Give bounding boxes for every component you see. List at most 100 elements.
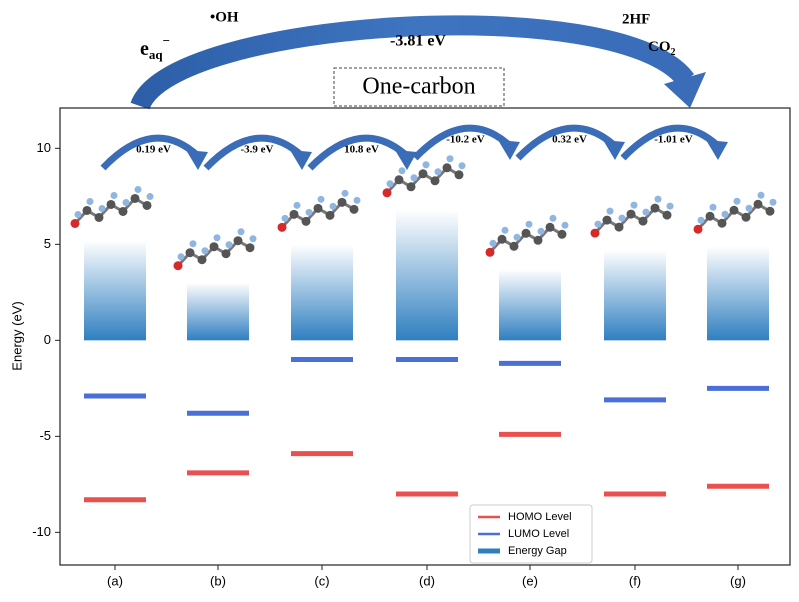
arrowhead [664, 72, 706, 108]
y-tick-label: 0 [44, 332, 51, 347]
molecule-atom [729, 205, 739, 215]
transition-label: 0.32 eV [552, 134, 587, 146]
molecule-atom [521, 228, 531, 238]
molecule-atom [537, 227, 545, 235]
radical-label: •OH [210, 9, 239, 25]
molecule-atom [561, 221, 569, 229]
molecule-atom [662, 210, 672, 220]
molecule-atom [130, 193, 140, 203]
x-tick-label: (g) [730, 573, 746, 588]
molecule-atom [70, 218, 80, 228]
molecule-atom [525, 220, 533, 228]
molecule-atom [557, 229, 567, 239]
molecule-atom [769, 198, 777, 206]
molecule-atom [225, 241, 233, 249]
molecule-atom [249, 235, 257, 243]
plot-frame [59, 107, 791, 566]
x-tick-label: (d) [419, 573, 435, 588]
molecule-atom [122, 198, 130, 206]
molecule-atom [353, 196, 361, 204]
y-axis-label: Energy (eV) [9, 301, 24, 370]
legend-box [469, 504, 593, 564]
molecule-atom [533, 235, 543, 245]
x-tick-label: (c) [314, 573, 329, 588]
molecule-atom [173, 261, 183, 271]
transition-arrow [620, 124, 721, 161]
arrowhead [498, 140, 520, 160]
molecule-atom [382, 188, 392, 198]
transition-arrow [100, 134, 201, 171]
y-tick-label: 10 [37, 140, 51, 155]
molecule-atom [94, 212, 104, 222]
molecule-atom [289, 209, 299, 219]
molecule-atom [594, 220, 602, 228]
molecule-atom [721, 210, 729, 218]
molecule-atom [301, 216, 311, 226]
transition-label: 10.8 eV [344, 144, 379, 156]
energy-gap-bar [499, 269, 561, 341]
molecule-atom [142, 200, 152, 210]
molecule-atom [197, 255, 207, 265]
legend-label: LUMO Level [508, 528, 569, 540]
molecule-atom [418, 169, 428, 179]
molecule-atom [325, 210, 335, 220]
molecule-atom [185, 248, 195, 258]
molecule-atom [717, 218, 727, 228]
molecule-atom [705, 211, 715, 221]
molecule-atom [337, 197, 347, 207]
molecule-atom [394, 175, 404, 185]
molecule-atom [313, 203, 323, 213]
molecule-atom [626, 209, 636, 219]
molecule-atom [189, 240, 197, 248]
arrowhead [395, 150, 417, 170]
energy-gap-bar [707, 246, 769, 341]
molecule-atom [509, 241, 519, 251]
molecule-atom [406, 182, 416, 192]
molecule-atom [757, 191, 765, 199]
molecule-atom [602, 215, 612, 225]
molecule-atom [513, 233, 521, 241]
molecule-atom [590, 228, 600, 238]
energy-gap-bar [291, 244, 353, 341]
energy-gap-bar [84, 240, 146, 341]
molecule-atom [497, 234, 507, 244]
molecule-atom [74, 210, 82, 218]
molecule-atom [98, 204, 106, 212]
molecule-atom [489, 239, 497, 247]
molecule-atom [233, 236, 243, 246]
molecule-atom [485, 247, 495, 257]
molecule-atom [549, 214, 557, 222]
arrowhead [290, 150, 312, 170]
transition-label: 0.19 eV [136, 144, 171, 156]
molecule-atom [422, 161, 430, 169]
energy-label: -3.81 eV [390, 33, 446, 50]
molecule-atom [134, 185, 142, 193]
molecule-atom [630, 201, 638, 209]
molecule-atom [430, 176, 440, 186]
molecule-atom [118, 206, 128, 216]
molecule-atom [753, 199, 763, 209]
molecule-atom [398, 167, 406, 175]
x-tick-label: (b) [210, 573, 226, 588]
molecule-atom [213, 234, 221, 242]
molecule-atom [349, 204, 359, 214]
product-label: CO2 [648, 39, 676, 58]
arrowhead [186, 150, 208, 170]
product-label: 2HF [622, 11, 650, 27]
molecule-atom [666, 202, 674, 210]
molecule-atom [209, 242, 219, 252]
transition-arrow [412, 124, 513, 161]
molecule-atom [454, 170, 464, 180]
molecule-atom [317, 195, 325, 203]
molecule-atom [277, 222, 287, 232]
x-tick-label: (f) [629, 573, 641, 588]
molecule-atom [221, 249, 231, 259]
transition-label: -10.2 eV [446, 134, 485, 146]
x-tick-label: (e) [522, 573, 538, 588]
molecule-atom [293, 201, 301, 209]
transition-arrow [307, 134, 410, 171]
energy-gap-bar [396, 209, 458, 341]
molecule-atom [650, 203, 660, 213]
molecule-atom [281, 214, 289, 222]
molecule-atom [434, 168, 442, 176]
